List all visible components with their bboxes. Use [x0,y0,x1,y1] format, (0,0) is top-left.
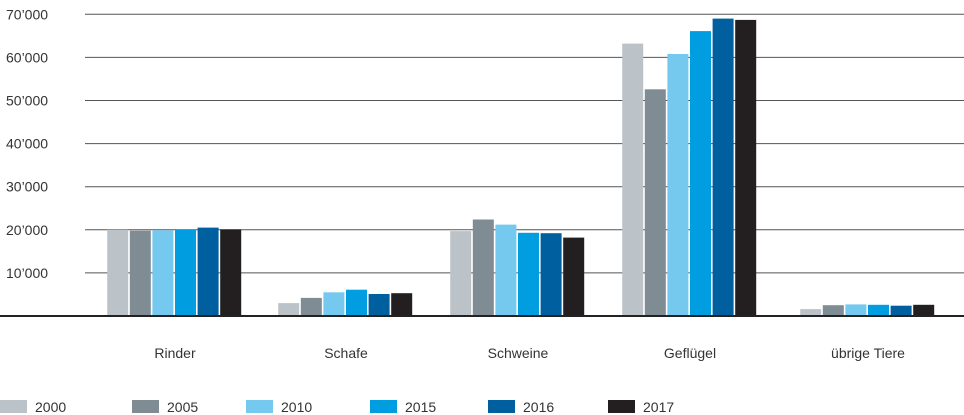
bars [107,18,935,317]
y-tick-labels: 10’000 20’000 30’000 40’000 50’000 60’000 70’0… [6,6,48,281]
y-tick-label: 10’000 [6,265,48,281]
x-category-labels: Rinder Schafe Schweine Geflügel übrige Tiere [154,345,905,361]
legend-label: 2017 [643,398,675,415]
bar-2010 [323,292,345,316]
legend-label: 2010 [281,398,313,415]
bar-2010 [845,304,867,316]
bar-2000 [278,303,300,316]
legend-label: 2000 [35,398,67,415]
bar-2005 [300,297,322,316]
bar-2005 [822,305,844,316]
bar-2016 [890,305,912,316]
legend-label: 2005 [167,398,199,415]
legend-swatch [488,400,515,413]
bar-2000 [450,231,472,316]
y-tick-label: 50’000 [6,93,48,109]
legend-item: 2010 [246,398,312,415]
category-label: Geflügel [664,345,716,361]
bar-2015 [346,289,367,316]
bar-2005 [644,89,666,316]
bar-2005 [129,230,151,316]
legend-item: 2005 [132,398,198,415]
legend-swatch [370,400,397,413]
y-tick-label: 20’000 [6,222,48,238]
category-label: Rinder [154,345,196,361]
legend-item: 2017 [608,398,674,415]
y-tick-label: 70’000 [6,6,48,22]
bar-2016 [540,233,562,316]
legend-swatch [246,400,273,413]
bar-2017 [913,304,935,316]
legend: 2000 2005 2010 2015 2016 2017 [0,398,964,415]
category-label: übrige Tiere [831,345,905,361]
bar-2015 [690,31,711,316]
bar-2015 [518,232,539,316]
legend-item: 2000 [0,398,66,415]
bar-2000 [800,309,822,316]
legend-label: 2015 [405,398,437,415]
bar-2016 [197,227,219,316]
legend-item: 2016 [488,398,554,415]
legend-label: 2016 [523,398,555,415]
bar-2015 [175,229,196,316]
bar-2017 [391,293,413,316]
y-tick-label: 40’000 [6,136,48,152]
bar-2016 [368,294,390,316]
bar-2015 [868,304,889,316]
bar-2017 [563,237,585,316]
bar-2016 [712,18,734,316]
bar-2000 [107,229,129,316]
bar-2010 [152,230,174,316]
bar-2010 [667,54,689,316]
legend-swatch [132,400,159,413]
bar-2017 [735,19,757,317]
category-label: Schweine [488,345,549,361]
bar-2000 [622,43,644,316]
bar-2010 [495,224,517,316]
category-label: Schafe [324,345,368,361]
legend-swatch [0,400,27,413]
legend-item: 2015 [370,398,436,415]
legend-swatch [608,400,635,413]
y-tick-label: 30’000 [6,179,48,195]
bar-2017 [220,229,242,316]
y-tick-label: 60’000 [6,49,48,65]
bar-2005 [472,219,494,316]
